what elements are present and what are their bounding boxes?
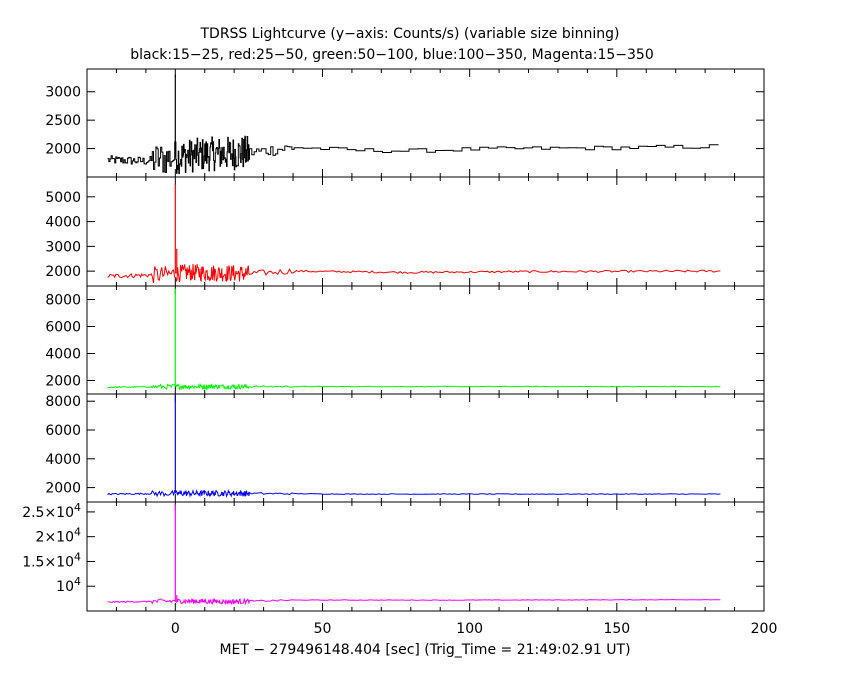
series-line-5 [107,597,721,606]
chart-title: TDRSS Lightcurve (y−axis: Counts/s) (var… [199,26,619,42]
series-line-2 [107,263,721,283]
x-tick-label: 100 [456,621,483,637]
x-tick-label: 150 [603,621,630,637]
y-tick-label: 2000 [45,481,81,497]
panel-frame [86,501,765,612]
y-tick-label: 6000 [45,423,81,439]
y-tick-label: 8000 [45,394,81,410]
y-tick-label: 2000 [45,374,81,390]
x-axis-label: MET − 279496148.404 [sec] (Trig_Time = 2… [219,642,630,658]
chart-subtitle: black:15−25, red:25−50, green:50−100, bl… [130,47,654,63]
panels-group: 2000 2500 3000 2000 3000 4000 5000 2000 4000 6000… [22,68,765,612]
y-tick-label: 3000 [45,85,81,101]
x-tick-label: 0 [171,621,180,637]
x-tick-label: 50 [314,621,332,637]
series-line-1 [107,135,719,175]
y-tick-label: 3000 [45,239,81,255]
x-tick-label: 200 [751,621,778,637]
y-tick-label: 2000 [45,264,81,280]
y-tick-label: 1.5×104 [22,550,81,570]
x-axis: 0 50 100 150 200 [171,621,778,637]
y-tick-label: 2500 [45,113,81,129]
y-tick-label: 2.5×104 [22,501,81,521]
y-tick-label: 4000 [45,452,81,468]
panel-1: 2000 2500 3000 [45,68,765,178]
panel-frame [86,393,765,503]
panel-frame [86,285,765,395]
panel-5: 104 1.5×104 2×104 2.5×104 [22,501,765,612]
panel-2: 2000 3000 4000 5000 [45,176,765,287]
panel-3: 2000 4000 6000 8000 [45,285,765,395]
y-tick-label: 4000 [45,347,81,363]
y-tick-label: 6000 [45,320,81,336]
y-tick-label: 4000 [45,215,81,231]
series-line-3 [107,382,721,391]
panel-4: 2000 4000 6000 8000 [45,393,765,503]
y-tick-label: 104 [56,575,81,595]
series-line-4 [107,488,721,498]
y-tick-label: 5000 [45,190,81,206]
y-tick-label: 2×104 [36,526,81,546]
y-tick-label: 8000 [45,293,81,309]
y-tick-label: 2000 [45,142,81,158]
